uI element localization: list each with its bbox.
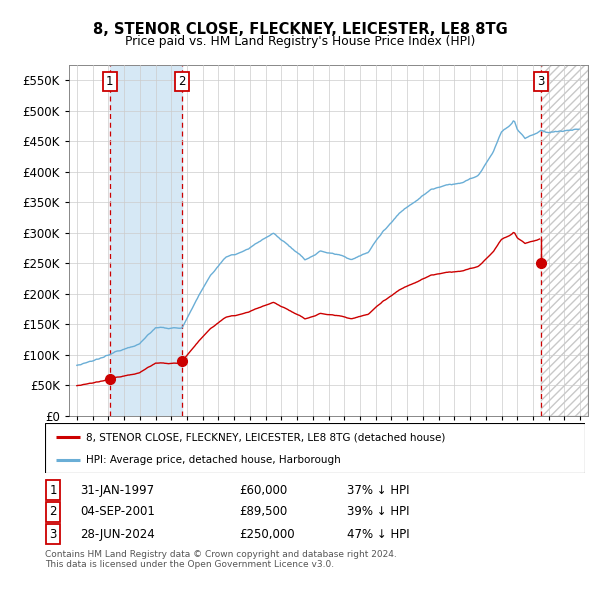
Text: 3: 3 [537, 75, 544, 88]
Text: Contains HM Land Registry data © Crown copyright and database right 2024.
This d: Contains HM Land Registry data © Crown c… [45, 550, 397, 569]
Text: 39% ↓ HPI: 39% ↓ HPI [347, 505, 410, 519]
Text: 31-JAN-1997: 31-JAN-1997 [80, 484, 154, 497]
Text: 2: 2 [49, 505, 57, 519]
Text: 1: 1 [106, 75, 113, 88]
Bar [541, 65, 588, 416]
Text: £250,000: £250,000 [239, 527, 295, 540]
Text: 28-JUN-2024: 28-JUN-2024 [80, 527, 155, 540]
Text: 2: 2 [178, 75, 185, 88]
Text: 04-SEP-2001: 04-SEP-2001 [80, 505, 155, 519]
Text: 47% ↓ HPI: 47% ↓ HPI [347, 527, 410, 540]
Text: 8, STENOR CLOSE, FLECKNEY, LEICESTER, LE8 8TG (detached house): 8, STENOR CLOSE, FLECKNEY, LEICESTER, LE… [86, 432, 445, 442]
Text: HPI: Average price, detached house, Harborough: HPI: Average price, detached house, Harb… [86, 455, 340, 465]
Bar [110, 65, 182, 416]
Text: Price paid vs. HM Land Registry's House Price Index (HPI): Price paid vs. HM Land Registry's House … [125, 35, 475, 48]
Text: £89,500: £89,500 [239, 505, 287, 519]
Text: 37% ↓ HPI: 37% ↓ HPI [347, 484, 410, 497]
Text: 3: 3 [49, 527, 57, 540]
Text: 1: 1 [49, 484, 57, 497]
Text: £60,000: £60,000 [239, 484, 287, 497]
Text: 8, STENOR CLOSE, FLECKNEY, LEICESTER, LE8 8TG: 8, STENOR CLOSE, FLECKNEY, LEICESTER, LE… [92, 22, 508, 37]
